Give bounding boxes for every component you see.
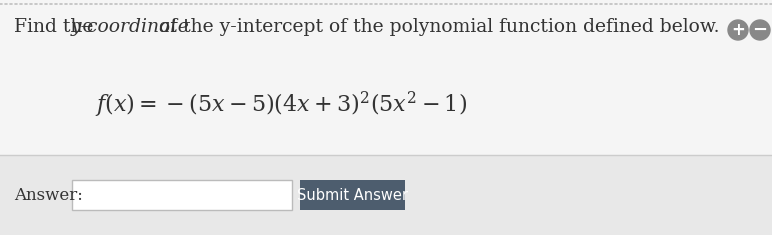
Text: y-coordinate: y-coordinate <box>71 18 190 36</box>
FancyBboxPatch shape <box>0 0 772 155</box>
Circle shape <box>750 20 770 40</box>
FancyBboxPatch shape <box>0 155 772 235</box>
Text: of the y-intercept of the polynomial function defined below.: of the y-intercept of the polynomial fun… <box>153 18 720 36</box>
FancyBboxPatch shape <box>300 180 405 210</box>
Text: $f(x) = -(5x-5)(4x+3)^2(5x^2-1)$: $f(x) = -(5x-5)(4x+3)^2(5x^2-1)$ <box>95 90 467 120</box>
FancyBboxPatch shape <box>72 180 292 210</box>
Circle shape <box>728 20 748 40</box>
Text: Find the: Find the <box>14 18 100 36</box>
Text: −: − <box>753 21 767 39</box>
Text: Answer:: Answer: <box>14 187 83 204</box>
Text: Submit Answer: Submit Answer <box>297 188 408 203</box>
Text: +: + <box>731 21 745 39</box>
